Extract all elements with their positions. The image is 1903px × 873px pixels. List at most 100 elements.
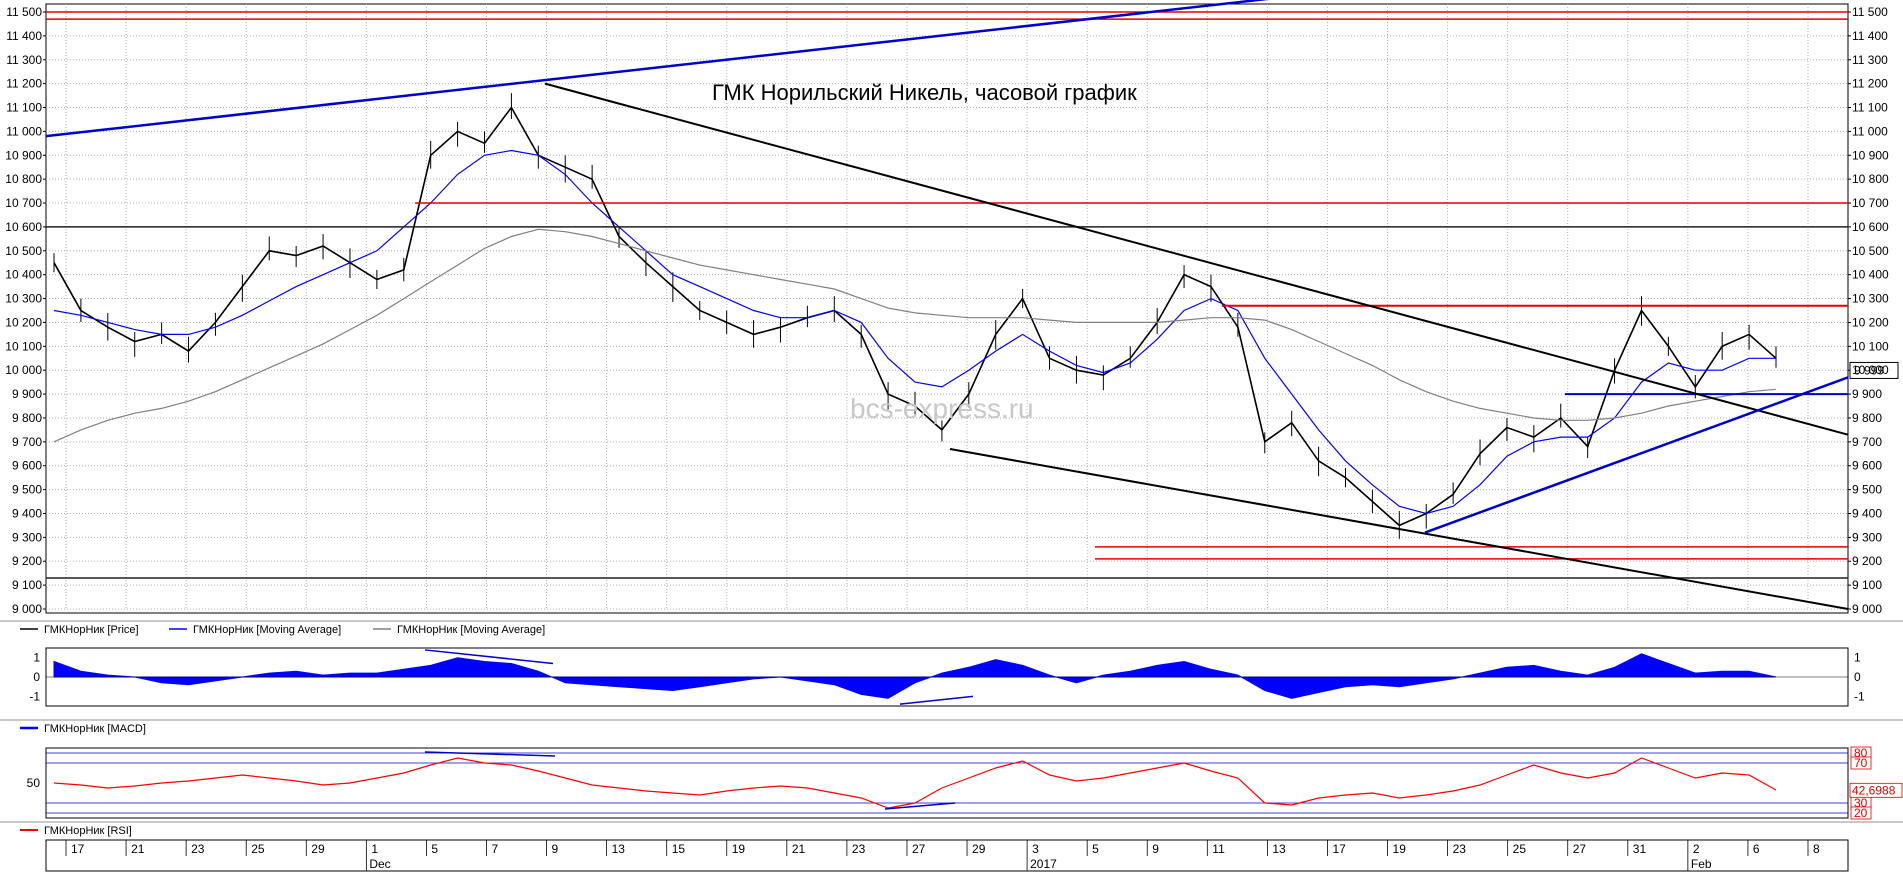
price-axis-tick-right: 9 400	[1852, 506, 1882, 520]
price-axis-tick-left: 11 200	[6, 77, 42, 91]
rsi-axis-tick-left: 50	[27, 776, 41, 790]
moving-average-line	[53, 228, 1777, 443]
time-axis-tick: 6	[1753, 842, 1760, 856]
month-label: Dec	[369, 857, 390, 871]
legend-label: ГМКНорНик [Moving Average]	[193, 624, 341, 636]
price-axis-tick-left: 9 100	[12, 578, 42, 592]
time-axis-tick: 25	[1513, 842, 1527, 856]
price-axis-tick-left: 10 400	[5, 268, 42, 282]
time-axis-tick: 23	[1453, 842, 1467, 856]
time-axis-tick: 27	[1573, 842, 1587, 856]
price-axis-tick-left: 10 300	[5, 292, 42, 306]
time-axis-tick: 25	[251, 842, 265, 856]
price-axis-tick-left: 10 600	[5, 220, 42, 234]
price-axis-tick-right: 9 300	[1852, 530, 1882, 544]
price-axis-tick-left: 10 000	[5, 363, 42, 377]
chart-title: ГМК Норильский Никель, часовой график	[712, 80, 1137, 105]
price-axis-tick-left: 9 900	[12, 387, 42, 401]
watermark: bcs-express.ru	[850, 393, 1034, 424]
price-axis-tick-left: 11 000	[6, 124, 42, 138]
rsi-axis-tick-right: 20	[1854, 806, 1868, 820]
price-axis-tick-right: 10 700	[1852, 196, 1889, 210]
macd-axis-tick-right: -1	[1854, 689, 1865, 703]
price-axis-tick-left: 10 900	[5, 148, 42, 162]
rsi-line	[53, 757, 1777, 809]
rsi-last-value-label: 42,6988	[1852, 783, 1896, 797]
price-axis-tick-right: 9 200	[1852, 554, 1882, 568]
rsi-last-value-box	[1849, 782, 1903, 798]
price-axis-tick-left: 10 200	[5, 315, 42, 329]
price-axis-tick-left: 9 000	[12, 602, 42, 616]
rsi-axis-tick-right: 80	[1854, 746, 1868, 760]
time-axis-tick: 23	[852, 842, 866, 856]
time-axis-tick: 11	[1212, 842, 1225, 856]
time-axis-tick: 21	[792, 842, 806, 856]
rsi-level-box	[1850, 756, 1872, 770]
price-axis-tick-left: 10 800	[5, 172, 42, 186]
price-axis-tick-left: 10 500	[5, 244, 42, 258]
time-axis-tick: 2	[1693, 842, 1700, 856]
month-label: 2017	[1030, 857, 1057, 871]
price-axis-tick-right: 11 100	[1852, 101, 1888, 115]
time-axis-tick: 21	[131, 842, 145, 856]
time-axis-tick: 19	[732, 842, 746, 856]
time-axis-tick: 9	[552, 842, 559, 856]
macd-area	[53, 653, 1777, 699]
rsi-panel-frame	[45, 747, 1849, 819]
time-axis-tick: 13	[612, 842, 626, 856]
price-axis-tick-right: 11 000	[1852, 124, 1888, 138]
price-axis-tick-right: 11 200	[1852, 77, 1888, 91]
time-axis-tick: 19	[1393, 842, 1407, 856]
time-axis-tick: 5	[431, 842, 438, 856]
price-axis-tick-right: 9 500	[1852, 483, 1882, 497]
price-axis-tick-left: 11 100	[6, 101, 42, 115]
time-axis-tick: 13	[1272, 842, 1286, 856]
trend-line	[949, 448, 1849, 610]
price-axis-tick-left: 11 300	[6, 53, 42, 67]
legend-label: ГМКНорНик [RSI]	[44, 825, 132, 837]
price-axis-tick-right: 10 400	[1852, 268, 1889, 282]
macd-axis-tick-left: 0	[33, 670, 40, 684]
time-axis-tick: 17	[71, 842, 85, 856]
rsi-axis-tick-right: 30	[1854, 796, 1868, 810]
last-price-label: 9 999	[1854, 363, 1884, 377]
time-axis-tick: 1	[371, 842, 378, 856]
rsi-divergence-line	[424, 751, 556, 757]
time-axis-tick: 5	[1092, 842, 1099, 856]
price-axis-tick-right: 11 400	[1852, 29, 1888, 43]
macd-axis-tick-right: 0	[1854, 670, 1861, 684]
price-axis-tick-left: 9 200	[12, 554, 42, 568]
price-axis-tick-right: 9 800	[1852, 411, 1882, 425]
price-axis-tick-left: 9 400	[12, 506, 42, 520]
price-axis-tick-right: 9 100	[1852, 578, 1882, 592]
legend-label: ГМКНорНик [Price]	[44, 624, 139, 636]
time-axis-tick: 7	[491, 842, 498, 856]
price-axis-tick-right: 10 200	[1852, 315, 1889, 329]
rsi-axis-tick-right: 70	[1854, 756, 1868, 770]
price-axis-tick-right: 10 900	[1852, 148, 1889, 162]
price-axis-tick-right: 10 800	[1852, 172, 1889, 186]
price-axis-tick-right: 10 300	[1852, 292, 1889, 306]
time-axis-tick: 29	[311, 842, 325, 856]
trend-line	[544, 82, 1849, 436]
price-axis-tick-right: 9 700	[1852, 435, 1882, 449]
macd-axis-tick-left: 1	[33, 651, 40, 665]
price-axis-tick-left: 9 500	[12, 483, 42, 497]
price-axis-tick-right: 9 000	[1852, 602, 1882, 616]
time-axis-tick: 23	[191, 842, 205, 856]
price-axis-tick-right: 10 000	[1852, 363, 1889, 377]
last-price-box	[1849, 361, 1899, 379]
time-axis-frame	[45, 839, 1849, 872]
price-axis-tick-left: 9 300	[12, 530, 42, 544]
time-axis-tick: 29	[972, 842, 986, 856]
time-axis-tick: 3	[1032, 842, 1039, 856]
macd-divergence-line	[899, 695, 974, 705]
price-axis-tick-left: 9 700	[12, 435, 42, 449]
moving-average-line	[53, 149, 1776, 515]
month-label: Feb	[1691, 857, 1712, 871]
price-axis-tick-left: 9 800	[12, 411, 42, 425]
macd-axis-tick-right: 1	[1854, 651, 1861, 665]
price-axis-tick-right: 10 500	[1852, 244, 1889, 258]
legend-label: ГМКНорНик [Moving Average]	[397, 624, 545, 636]
